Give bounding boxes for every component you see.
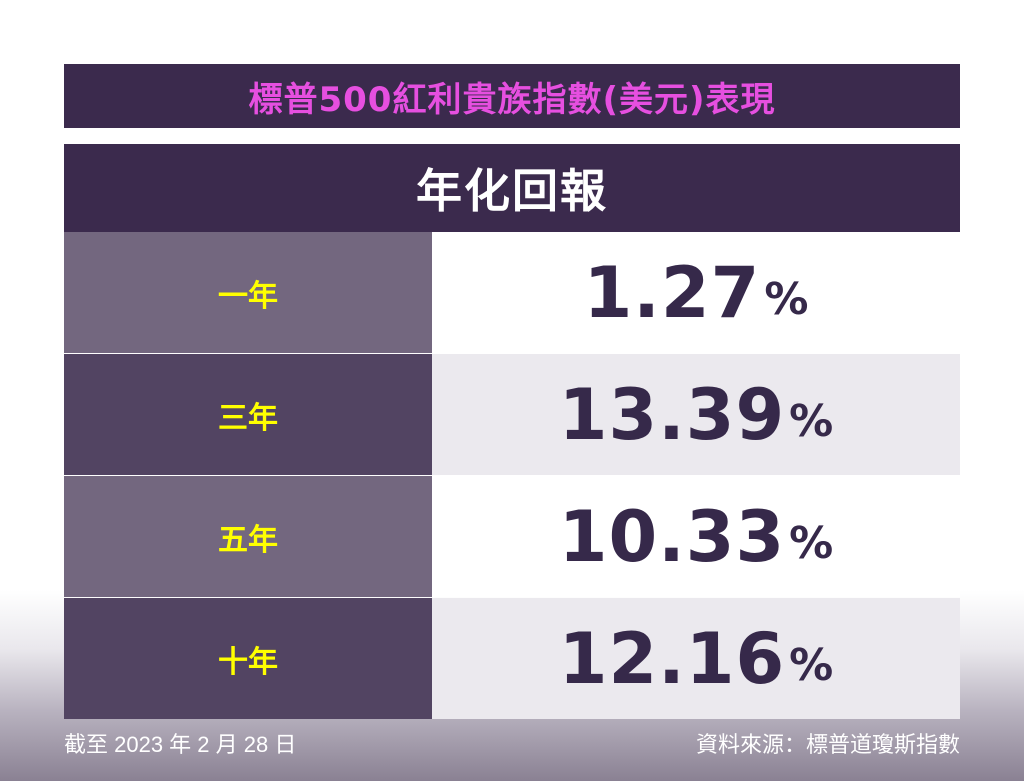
return-value: 1.27 — [583, 251, 761, 334]
period-label: 十年 — [218, 644, 278, 680]
source-note: 資料來源：標普道瓊斯指數 — [695, 732, 960, 757]
returns-table: 年化回報 一年 1.27% 三年 13.39% 五年 10.33% 十年 12.16% — [64, 144, 960, 719]
period-label: 五年 — [218, 522, 278, 558]
table-header-label: 年化回報 — [416, 164, 608, 218]
table-row: 十年 12.16% — [64, 597, 960, 719]
period-cell: 三年 — [64, 354, 432, 475]
percent-sign: % — [789, 640, 834, 691]
table-row: 三年 13.39% — [64, 353, 960, 475]
return-cell: 13.39% — [432, 354, 960, 475]
period-label: 三年 — [218, 400, 278, 436]
table-row: 一年 1.27% — [64, 232, 960, 353]
percent-sign: % — [764, 274, 809, 325]
chart-title: 標普500紅利貴族指數(美元)表現 — [248, 79, 776, 120]
return-cell: 10.33% — [432, 476, 960, 597]
percent-sign: % — [789, 518, 834, 569]
return-value: 13.39 — [558, 373, 786, 456]
period-cell: 十年 — [64, 598, 432, 719]
return-value: 10.33 — [558, 495, 786, 578]
table-body: 一年 1.27% 三年 13.39% 五年 10.33% 十年 12.16% — [64, 232, 960, 719]
percent-sign: % — [789, 396, 834, 447]
period-label: 一年 — [218, 278, 278, 314]
return-cell: 12.16% — [432, 598, 960, 719]
period-cell: 一年 — [64, 232, 432, 353]
return-value: 12.16 — [558, 617, 786, 700]
period-cell: 五年 — [64, 476, 432, 597]
table-row: 五年 10.33% — [64, 475, 960, 597]
date-note: 截至 2023 年 2 月 28 日 — [64, 732, 297, 757]
title-bar: 標普500紅利貴族指數(美元)表現 — [64, 64, 960, 128]
table-header: 年化回報 — [64, 144, 960, 232]
return-cell: 1.27% — [432, 232, 960, 353]
